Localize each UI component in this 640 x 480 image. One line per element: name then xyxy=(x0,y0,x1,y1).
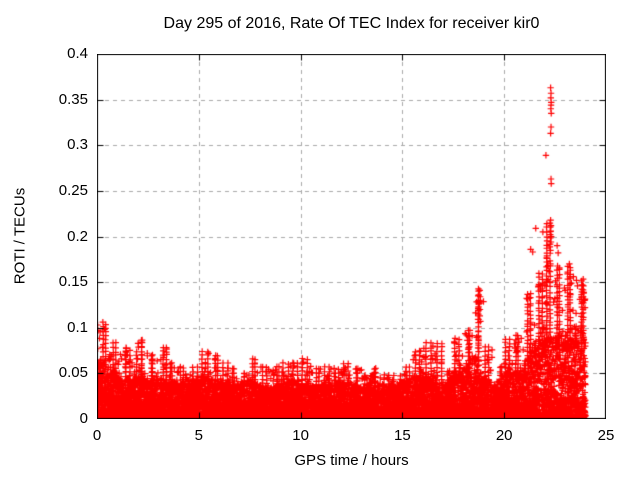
y-tick-label: 0.05 xyxy=(58,364,88,382)
x-tick-label: 20 xyxy=(495,427,513,444)
y-tick-label: 0.3 xyxy=(67,136,88,154)
scatter-canvas xyxy=(97,54,606,419)
x-tick-label: 0 xyxy=(92,427,102,444)
chart-title: Day 295 of 2016, Rate Of TEC Index for r… xyxy=(163,15,540,32)
y-tick-label: 0 xyxy=(79,410,88,427)
y-tick-label: 0.4 xyxy=(67,45,88,62)
y-tick-label: 0.35 xyxy=(58,90,88,108)
y-tick-label: 0.15 xyxy=(58,273,88,291)
y-tick-label: 0.1 xyxy=(67,318,88,336)
x-tick-label: 5 xyxy=(194,427,203,444)
x-tick-label: 10 xyxy=(292,427,309,444)
y-tick-label: 0.25 xyxy=(58,181,88,199)
plot-area xyxy=(97,54,606,419)
y-tick-label: 0.2 xyxy=(67,227,88,245)
x-tick-label: 25 xyxy=(597,427,615,444)
x-axis-label: GPS time / hours xyxy=(294,452,409,469)
x-tick-label: 15 xyxy=(394,427,411,444)
